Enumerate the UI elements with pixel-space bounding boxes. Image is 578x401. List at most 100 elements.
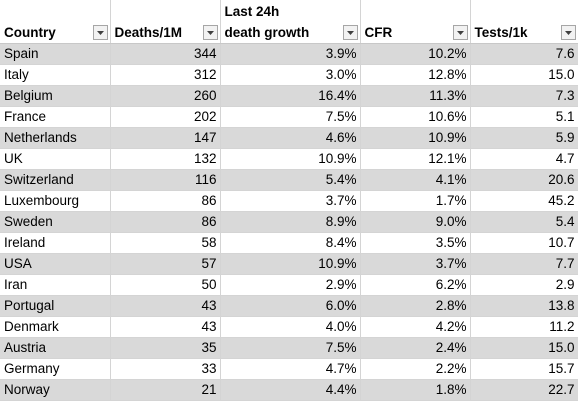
cell-death-growth[interactable]: 8.9% [220,211,361,233]
cell-death-growth[interactable]: 4.7% [220,358,361,380]
cell-deaths-per-1m[interactable]: 202 [110,106,221,128]
cell-country[interactable]: USA [0,253,111,275]
cell-death-growth[interactable]: 10.9% [220,253,361,275]
cell-country[interactable]: Italy [0,64,111,86]
cell-death-growth[interactable]: 7.5% [220,337,361,359]
cell-deaths-per-1m[interactable]: 116 [110,169,221,191]
cell-death-growth[interactable]: 4.0% [220,316,361,338]
cell-tests-per-1k[interactable]: 7.6 [470,43,578,65]
column-header-country: Country [0,0,111,44]
column-header-label: Tests/1k [474,25,528,40]
cell-death-growth[interactable]: 8.4% [220,232,361,254]
cell-cfr[interactable]: 11.3% [360,85,471,107]
cell-cfr[interactable]: 2.8% [360,295,471,317]
cell-cfr[interactable]: 2.4% [360,337,471,359]
cell-death-growth[interactable]: 4.4% [220,379,361,401]
cell-cfr[interactable]: 12.1% [360,148,471,170]
cell-tests-per-1k[interactable]: 45.2 [470,190,578,212]
cell-tests-per-1k[interactable]: 2.9 [470,274,578,296]
cell-tests-per-1k[interactable]: 22.7 [470,379,578,401]
filter-dropdown-button[interactable] [560,25,576,40]
cell-cfr[interactable]: 2.2% [360,358,471,380]
cell-death-growth[interactable]: 7.5% [220,106,361,128]
cell-cfr[interactable]: 4.2% [360,316,471,338]
cell-deaths-per-1m[interactable]: 344 [110,43,221,65]
cell-country[interactable]: Portugal [0,295,111,317]
cell-cfr[interactable]: 4.1% [360,169,471,191]
cell-death-growth[interactable]: 10.9% [220,148,361,170]
filter-dropdown-button[interactable] [452,25,468,40]
cell-tests-per-1k[interactable]: 10.7 [470,232,578,254]
cell-deaths-per-1m[interactable]: 58 [110,232,221,254]
cell-deaths-per-1m[interactable]: 260 [110,85,221,107]
cell-death-growth[interactable]: 3.9% [220,43,361,65]
cell-country[interactable]: Sweden [0,211,111,233]
cell-deaths-per-1m[interactable]: 147 [110,127,221,149]
chevron-down-icon [564,30,572,35]
cell-tests-per-1k[interactable]: 5.9 [470,127,578,149]
filter-dropdown-button[interactable] [92,25,108,40]
cell-country[interactable]: Spain [0,43,111,65]
cell-tests-per-1k[interactable]: 7.7 [470,253,578,275]
chevron-down-icon [346,30,354,35]
chevron-down-icon [456,30,464,35]
column-header-label-line-1: Last 24h [224,4,280,19]
cell-country[interactable]: Netherlands [0,127,111,149]
cell-tests-per-1k[interactable]: 15.0 [470,337,578,359]
cell-deaths-per-1m[interactable]: 132 [110,148,221,170]
cell-tests-per-1k[interactable]: 15.0 [470,64,578,86]
cell-tests-per-1k[interactable]: 20.6 [470,169,578,191]
cell-country[interactable]: Switzerland [0,169,111,191]
cell-tests-per-1k[interactable]: 5.4 [470,211,578,233]
cell-deaths-per-1m[interactable]: 86 [110,190,221,212]
cell-cfr[interactable]: 3.5% [360,232,471,254]
cell-country[interactable]: Belgium [0,85,111,107]
cell-country[interactable]: UK [0,148,111,170]
cell-cfr[interactable]: 6.2% [360,274,471,296]
table-row: Belgium 260 16.4% 11.3% 7.3 [0,85,578,107]
cell-country[interactable]: Austria [0,337,111,359]
cell-cfr[interactable]: 3.7% [360,253,471,275]
cell-death-growth[interactable]: 3.0% [220,64,361,86]
cell-deaths-per-1m[interactable]: 21 [110,379,221,401]
cell-death-growth[interactable]: 5.4% [220,169,361,191]
cell-cfr[interactable]: 12.8% [360,64,471,86]
filter-dropdown-button[interactable] [202,25,218,40]
cell-cfr[interactable]: 1.8% [360,379,471,401]
cell-deaths-per-1m[interactable]: 312 [110,64,221,86]
cell-country[interactable]: Norway [0,379,111,401]
cell-cfr[interactable]: 1.7% [360,190,471,212]
filter-dropdown-button[interactable] [342,25,358,40]
cell-tests-per-1k[interactable]: 4.7 [470,148,578,170]
cell-tests-per-1k[interactable]: 7.3 [470,85,578,107]
cell-death-growth[interactable]: 3.7% [220,190,361,212]
chevron-down-icon [96,30,104,35]
cell-country[interactable]: France [0,106,111,128]
cell-cfr[interactable]: 9.0% [360,211,471,233]
cell-death-growth[interactable]: 4.6% [220,127,361,149]
cell-country[interactable]: Denmark [0,316,111,338]
cell-cfr[interactable]: 10.6% [360,106,471,128]
cell-deaths-per-1m[interactable]: 43 [110,295,221,317]
cell-country[interactable]: Iran [0,274,111,296]
cell-deaths-per-1m[interactable]: 33 [110,358,221,380]
table-row: Austria 35 7.5% 2.4% 15.0 [0,337,578,359]
cell-tests-per-1k[interactable]: 13.8 [470,295,578,317]
cell-death-growth[interactable]: 2.9% [220,274,361,296]
cell-country[interactable]: Ireland [0,232,111,254]
cell-country[interactable]: Luxembourg [0,190,111,212]
cell-tests-per-1k[interactable]: 15.7 [470,358,578,380]
cell-deaths-per-1m[interactable]: 50 [110,274,221,296]
cell-country[interactable]: Germany [0,358,111,380]
cell-cfr[interactable]: 10.9% [360,127,471,149]
column-header-tests-per-1k: Tests/1k [470,0,578,44]
cell-death-growth[interactable]: 6.0% [220,295,361,317]
cell-deaths-per-1m[interactable]: 86 [110,211,221,233]
cell-deaths-per-1m[interactable]: 43 [110,316,221,338]
cell-deaths-per-1m[interactable]: 57 [110,253,221,275]
cell-cfr[interactable]: 10.2% [360,43,471,65]
cell-tests-per-1k[interactable]: 11.2 [470,316,578,338]
cell-deaths-per-1m[interactable]: 35 [110,337,221,359]
cell-death-growth[interactable]: 16.4% [220,85,361,107]
cell-tests-per-1k[interactable]: 5.1 [470,106,578,128]
